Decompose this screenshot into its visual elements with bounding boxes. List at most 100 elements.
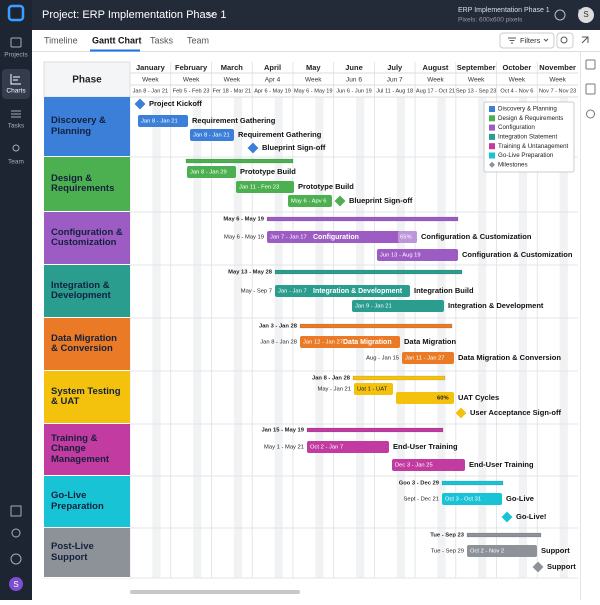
bar-title: Data Migration [343, 339, 392, 346]
logo [7, 4, 25, 22]
sidebar-icons: Projects Charts Tasks Team S [2, 4, 30, 591]
task-label: Data Migration & Conversion [458, 353, 561, 362]
task-bar[interactable] [442, 493, 502, 505]
tool-icon[interactable] [585, 59, 596, 70]
top-bar: Project: ERP Implementation Phase 1 ERP … [32, 0, 600, 30]
nav-label[interactable]: Projects [4, 52, 28, 59]
tab[interactable]: Gantt Chart [92, 35, 142, 45]
task-bar[interactable] [300, 336, 400, 348]
task-bar[interactable] [307, 441, 389, 453]
milestone-label: Project Kickoff [149, 99, 202, 108]
task-bar[interactable] [392, 459, 465, 471]
task-bar[interactable] [138, 115, 188, 127]
task-label: Integration & Development [448, 301, 544, 310]
month-label: August [423, 63, 449, 72]
date-range: Jul 11 - Aug 18 [376, 88, 413, 94]
week-label: Week [142, 77, 159, 84]
month-label: September [457, 63, 496, 72]
phase-name: System Testing & UAT [51, 385, 121, 407]
bar-text: Uat 1 - UAT [357, 387, 388, 393]
bar-text: Oct 2 - Nov 2 [470, 549, 504, 555]
task-label: Requirement Gathering [192, 116, 276, 125]
milestone[interactable] [454, 406, 468, 420]
nav-label[interactable]: Team [8, 159, 24, 166]
scrollbar[interactable] [130, 590, 300, 594]
avatar[interactable] [9, 577, 23, 591]
date-range: Jun 6 - Jun 19 [336, 88, 371, 94]
task-label: Support [541, 546, 570, 555]
phase-cell[interactable]: Discovery & Planning [44, 97, 130, 157]
filters-button[interactable] [499, 32, 555, 49]
task-bar[interactable] [187, 166, 236, 178]
sidebar: Projects Charts Tasks Team S [0, 0, 32, 600]
progress-label: 65% [400, 235, 412, 241]
legend-label: Go-Live Preparation [498, 152, 554, 159]
range-label: Jan 3 - Jan 28 [259, 324, 298, 330]
month-label: January [136, 63, 166, 72]
search-button[interactable] [556, 32, 574, 49]
legend-label: Training & Untanagement [498, 143, 569, 150]
tab[interactable]: Timeline [44, 35, 78, 45]
range-label: May 6 - May 19 [224, 235, 264, 241]
phase-cell[interactable]: Design & Requirements [44, 157, 130, 212]
bar-text: Jan 11 - Jan 27 [405, 356, 445, 362]
milestone[interactable] [500, 510, 514, 524]
legend-label: Design & Requirements [498, 115, 563, 122]
date-range: Apr 6 - May 19 [254, 88, 291, 94]
info-title: ERP Implementation Phase 1 [458, 7, 550, 14]
top-avatar[interactable]: S [578, 7, 594, 23]
task-bar[interactable] [377, 249, 458, 261]
bar-text: Jan 12 - Jan 27 [303, 340, 343, 346]
task-bar[interactable] [275, 285, 410, 297]
nav-label[interactable]: Charts [6, 88, 26, 95]
tab[interactable]: Tasks [150, 35, 174, 45]
tab[interactable]: Team [187, 35, 209, 45]
expand-icon[interactable] [581, 36, 589, 44]
date-range: Jan 8 - Jan 21 [133, 88, 168, 94]
phase-cell[interactable]: Post-Live Support [44, 528, 130, 578]
task-bar[interactable] [354, 383, 393, 395]
task-bar[interactable] [190, 129, 234, 141]
phase-cell[interactable]: Configuration & Customization [44, 212, 130, 265]
date-range: Aug 17 - Oct 21 [416, 88, 455, 94]
milestone[interactable] [133, 97, 147, 111]
task-bar[interactable] [396, 392, 454, 404]
help-icon[interactable] [554, 9, 566, 21]
phase-cell[interactable]: Training & Change Management [44, 424, 130, 476]
phase-cell[interactable]: Go-Live Preparation [44, 476, 130, 528]
nav-label[interactable]: Tasks [8, 123, 25, 130]
phase-cell[interactable]: Integration & Development [44, 265, 130, 318]
task-label: End-User Training [469, 460, 534, 469]
icon [10, 74, 21, 85]
task-bar[interactable] [402, 352, 454, 364]
task-bar[interactable] [467, 545, 537, 557]
milestone[interactable] [246, 141, 260, 155]
month-label: May [306, 63, 321, 72]
task-bar[interactable] [236, 181, 294, 193]
week-stripe [396, 97, 405, 578]
month-label: February [175, 63, 208, 72]
phase-cell[interactable]: System Testing & UAT [44, 371, 130, 424]
week-label: Jun 6 [346, 77, 362, 84]
top-bar-content: Project: ERP Implementation Phase 1 ERP … [42, 7, 586, 24]
milestone[interactable] [333, 194, 347, 208]
summary-bar [266, 216, 459, 222]
filters-label[interactable]: Filters [520, 36, 541, 45]
phase-name: Go-Live Preparation [51, 490, 104, 512]
tool-icon[interactable] [586, 109, 595, 119]
bar-text: Jan 11 - Fen 23 [239, 185, 279, 191]
bar-text: Oct 3 - Oct 31 [445, 497, 481, 503]
phase-cell[interactable]: Data Migration & Conversion [44, 318, 130, 371]
task-bar[interactable] [267, 231, 417, 243]
milestone[interactable] [531, 560, 545, 574]
task-bar[interactable] [288, 195, 332, 207]
date-range: Oct 4 - Nov 6 [500, 88, 533, 94]
icon [12, 144, 20, 152]
project-title[interactable]: Project: ERP Implementation Phase 1 [42, 9, 226, 21]
right-tools [580, 52, 600, 600]
task-bar[interactable] [352, 300, 444, 312]
date-range: Sep 13 - Sep 23 [456, 88, 496, 94]
tool-icon[interactable] [585, 83, 596, 95]
bar-text: Dec 3 - Jan 25 [395, 463, 433, 469]
date-range: May 6 - May 19 [294, 88, 333, 94]
